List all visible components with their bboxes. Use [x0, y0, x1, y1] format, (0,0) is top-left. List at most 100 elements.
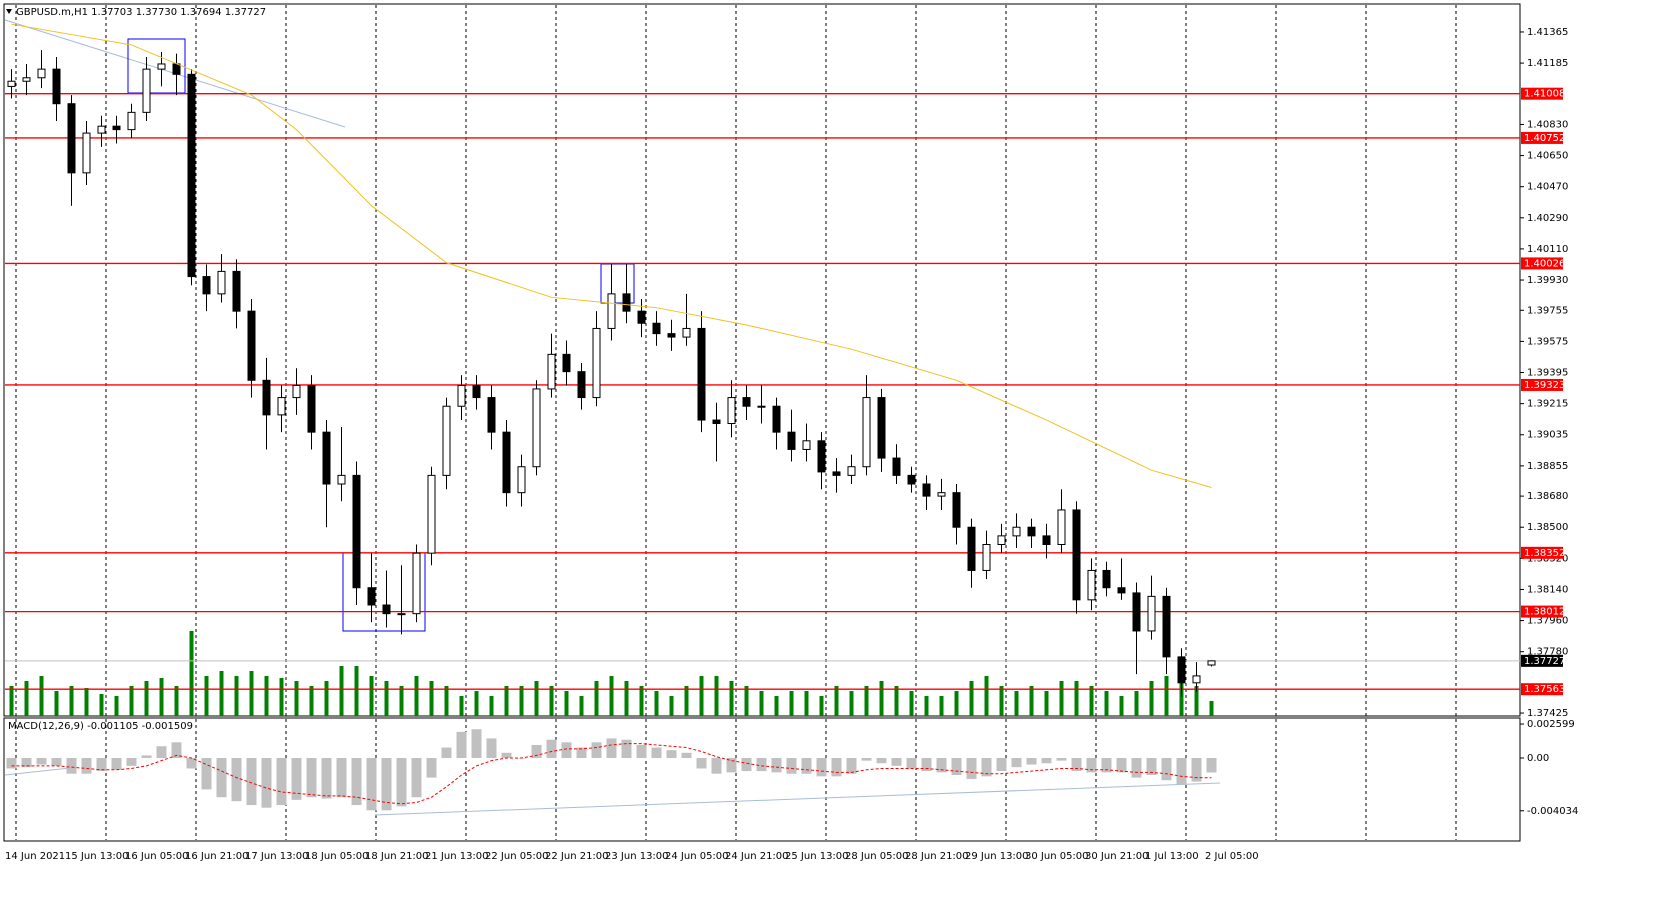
level-label: 1.39323 — [1524, 380, 1565, 391]
volume-bar — [144, 681, 149, 716]
volume-bar — [39, 676, 44, 716]
candle-body — [442, 405, 451, 476]
y-tick-label: 1.39930 — [1527, 275, 1568, 286]
candle-body — [112, 125, 121, 131]
candle-body — [742, 397, 751, 407]
y-tick-label: 1.38140 — [1527, 584, 1568, 595]
volume-bar — [249, 671, 254, 716]
candle-body — [1042, 535, 1051, 546]
symbol-header: GBPUSD.m,H1 1.37703 1.37730 1.37694 1.37… — [16, 7, 266, 18]
volume-bar — [339, 666, 344, 716]
volume-bar — [504, 686, 509, 716]
x-tick-label: 18 Jun 21:00 — [365, 851, 429, 862]
candle-body — [727, 397, 736, 425]
volume-bar — [639, 686, 644, 716]
volume-bar — [1209, 701, 1214, 716]
volume-bar — [789, 691, 794, 716]
y-tick-label: 1.38500 — [1527, 522, 1568, 533]
candle-body — [82, 132, 91, 174]
macd-bar — [996, 758, 1007, 772]
macd-bar — [606, 738, 617, 759]
volume-bar — [1029, 686, 1034, 716]
volume-bar — [1164, 676, 1169, 716]
x-tick-label: 16 Jun 05:00 — [125, 851, 189, 862]
macd-bar — [351, 758, 362, 806]
y-tick-label: 0.00 — [1527, 753, 1549, 764]
x-tick-label: 23 Jun 13:00 — [605, 851, 669, 862]
volume-bar — [234, 676, 239, 716]
x-tick-label: 22 Jun 21:00 — [545, 851, 609, 862]
y-tick-label: 1.39755 — [1527, 305, 1568, 316]
candle-body — [1162, 595, 1171, 658]
volume-bar — [459, 696, 464, 716]
macd-bar — [756, 758, 767, 772]
candle-body — [52, 68, 61, 105]
candle-body — [412, 552, 421, 615]
candle-body — [1057, 509, 1066, 546]
volume-bar — [609, 676, 614, 716]
x-tick-label: 28 Jun 05:00 — [845, 851, 909, 862]
y-tick-label: 1.39215 — [1527, 399, 1568, 410]
y-tick-label: 1.41185 — [1527, 58, 1568, 69]
candle-body — [517, 466, 526, 494]
macd-bar — [786, 758, 797, 774]
x-tick-label: 17 Jun 13:00 — [245, 851, 309, 862]
moving-average — [11, 23, 1212, 488]
x-tick-label: 22 Jun 05:00 — [485, 851, 549, 862]
macd-bar — [81, 758, 92, 774]
macd-bar — [306, 758, 317, 798]
candle-body — [472, 384, 481, 399]
level-label: 1.38352 — [1524, 548, 1565, 559]
candle-body — [802, 440, 811, 450]
candle-body — [502, 431, 511, 494]
candle-body — [187, 73, 196, 278]
candle-body — [1192, 675, 1201, 684]
macd-bar — [201, 758, 212, 790]
macd-bar — [1086, 758, 1097, 773]
x-tick-label: 30 Jun 05:00 — [1025, 851, 1089, 862]
macd-bar — [66, 758, 77, 774]
volume-bar — [69, 686, 74, 716]
volume-bar — [1194, 686, 1199, 716]
candle-body — [277, 397, 286, 416]
macd-bar — [1116, 758, 1127, 773]
volume-bar — [1044, 691, 1049, 716]
volume-bar — [519, 686, 524, 716]
y-tick-label: 1.40290 — [1527, 213, 1568, 224]
volume-bar — [264, 676, 269, 716]
main-frame — [3, 3, 1521, 717]
volume-bar — [9, 686, 14, 716]
volume-bar — [489, 696, 494, 716]
y-tick-label: 1.40470 — [1527, 182, 1568, 193]
macd-bar — [291, 758, 302, 800]
candle-body — [577, 371, 586, 399]
volume-bar — [1149, 681, 1154, 716]
menu-arrow[interactable] — [6, 9, 12, 14]
candle-body — [907, 474, 916, 485]
candle-body — [292, 384, 301, 399]
x-tick-label: 24 Jun 05:00 — [665, 851, 729, 862]
macd-bar — [531, 744, 542, 759]
macd-bar — [501, 752, 512, 759]
candle-body — [787, 431, 796, 450]
macd-bar — [846, 758, 857, 774]
candle-body — [682, 327, 691, 338]
x-tick-label: 30 Jun 21:00 — [1085, 851, 1149, 862]
volume-bar — [624, 681, 629, 716]
macd-bar — [1011, 758, 1022, 768]
macd-bar — [921, 758, 932, 772]
candle-body — [427, 474, 436, 554]
volume-bar — [834, 686, 839, 716]
volume-bar — [984, 676, 989, 716]
macd-bar — [111, 758, 122, 770]
macd-bar — [366, 758, 377, 811]
y-tick-label: 1.40110 — [1527, 244, 1568, 255]
macd-bar — [321, 758, 332, 799]
level-label: 1.38012 — [1524, 607, 1565, 618]
volume-bar — [309, 686, 314, 716]
macd-bar — [651, 747, 662, 759]
candle-body — [532, 388, 541, 468]
macd-bar — [546, 739, 557, 759]
